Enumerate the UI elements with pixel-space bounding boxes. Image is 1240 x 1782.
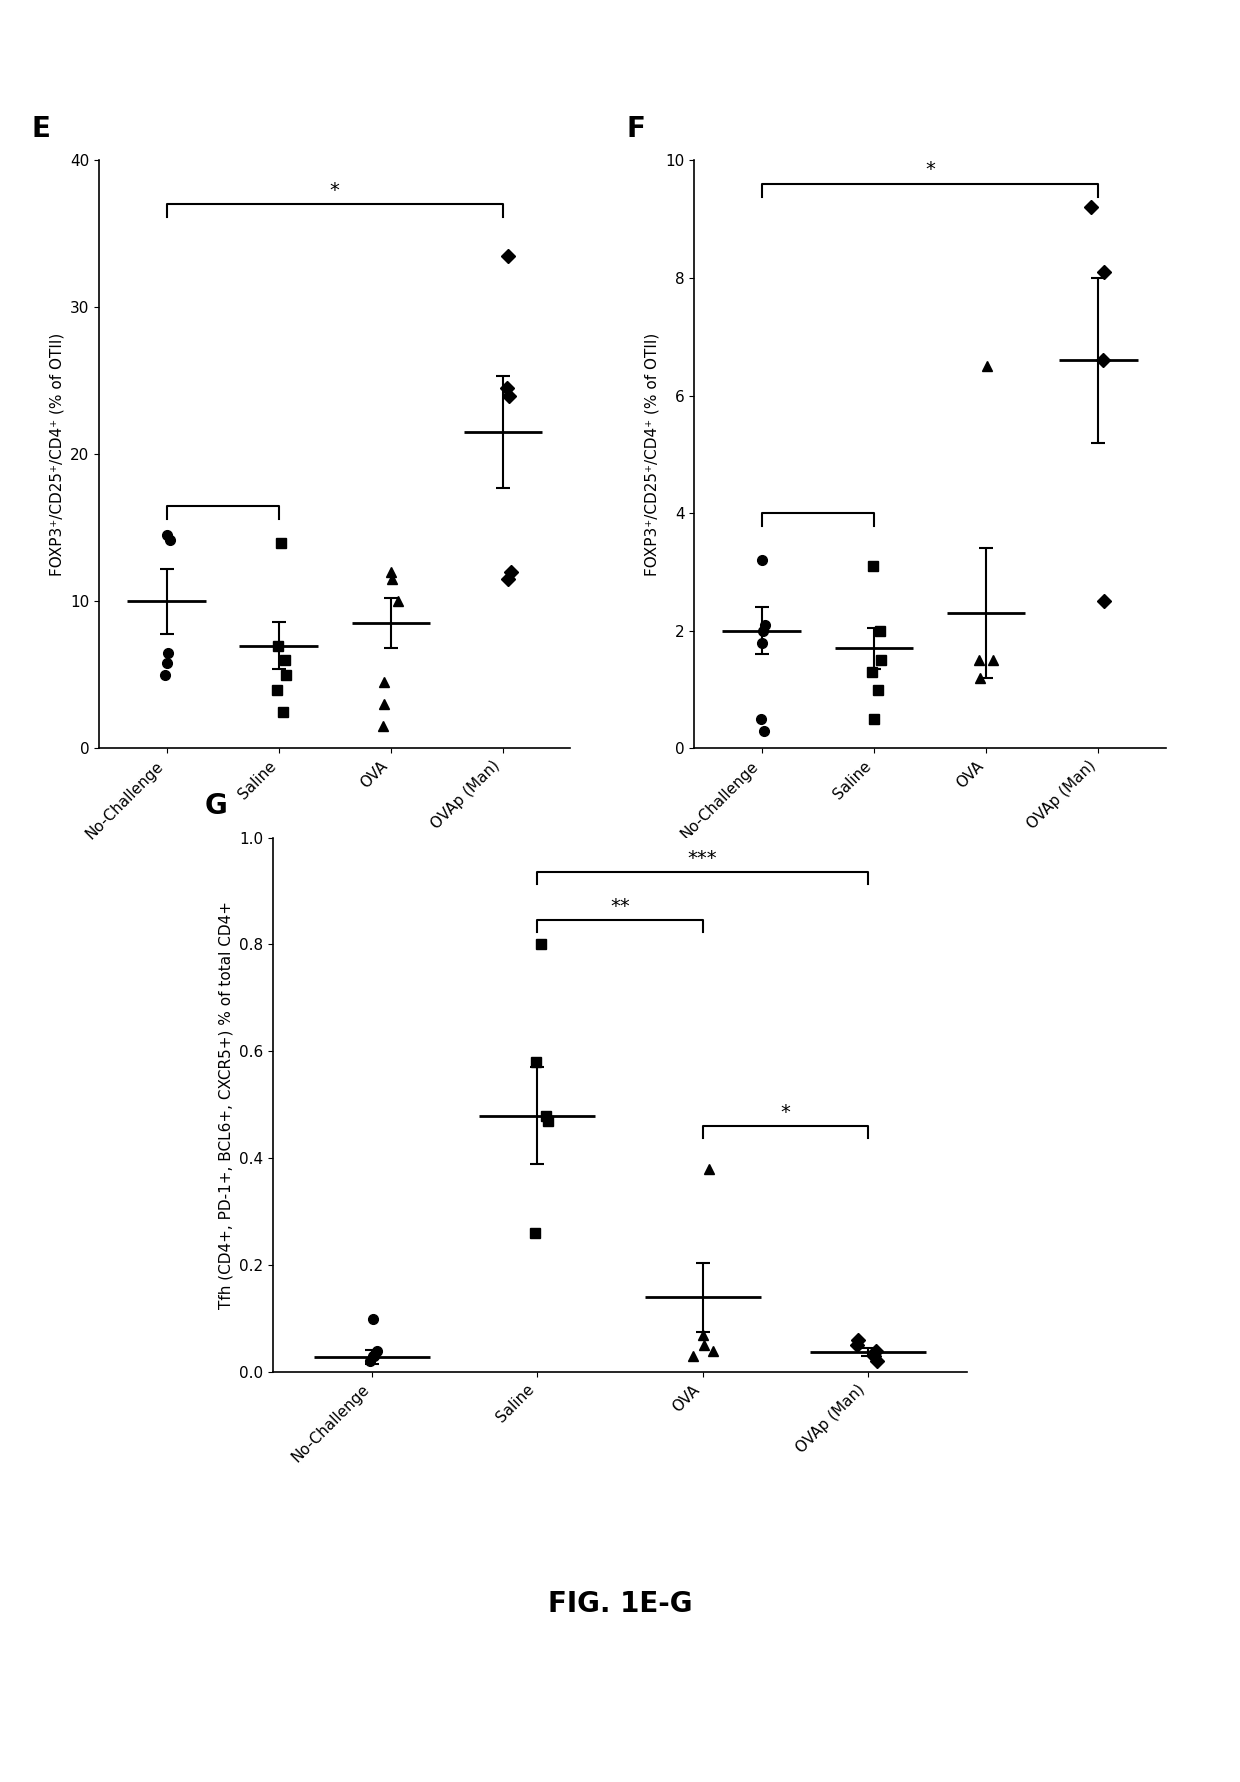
Text: G: G [205,791,227,820]
Text: ***: *** [688,848,718,868]
Text: FIG. 1E-G: FIG. 1E-G [548,1590,692,1618]
Text: *: * [330,180,340,200]
Y-axis label: Tfh (CD4+, PD-1+, BCL6+, CXCR5+) % of total CD4+: Tfh (CD4+, PD-1+, BCL6+, CXCR5+) % of to… [218,902,233,1308]
Y-axis label: FOXP3⁺/CD25⁺/CD4⁺ (% of OTII): FOXP3⁺/CD25⁺/CD4⁺ (% of OTII) [645,333,660,576]
Text: **: ** [610,896,630,916]
Text: *: * [780,1103,790,1123]
Text: E: E [31,114,50,143]
Text: F: F [626,114,645,143]
Text: *: * [925,160,935,180]
Y-axis label: FOXP3⁺/CD25⁺/CD4⁺ (% of OTII): FOXP3⁺/CD25⁺/CD4⁺ (% of OTII) [50,333,64,576]
